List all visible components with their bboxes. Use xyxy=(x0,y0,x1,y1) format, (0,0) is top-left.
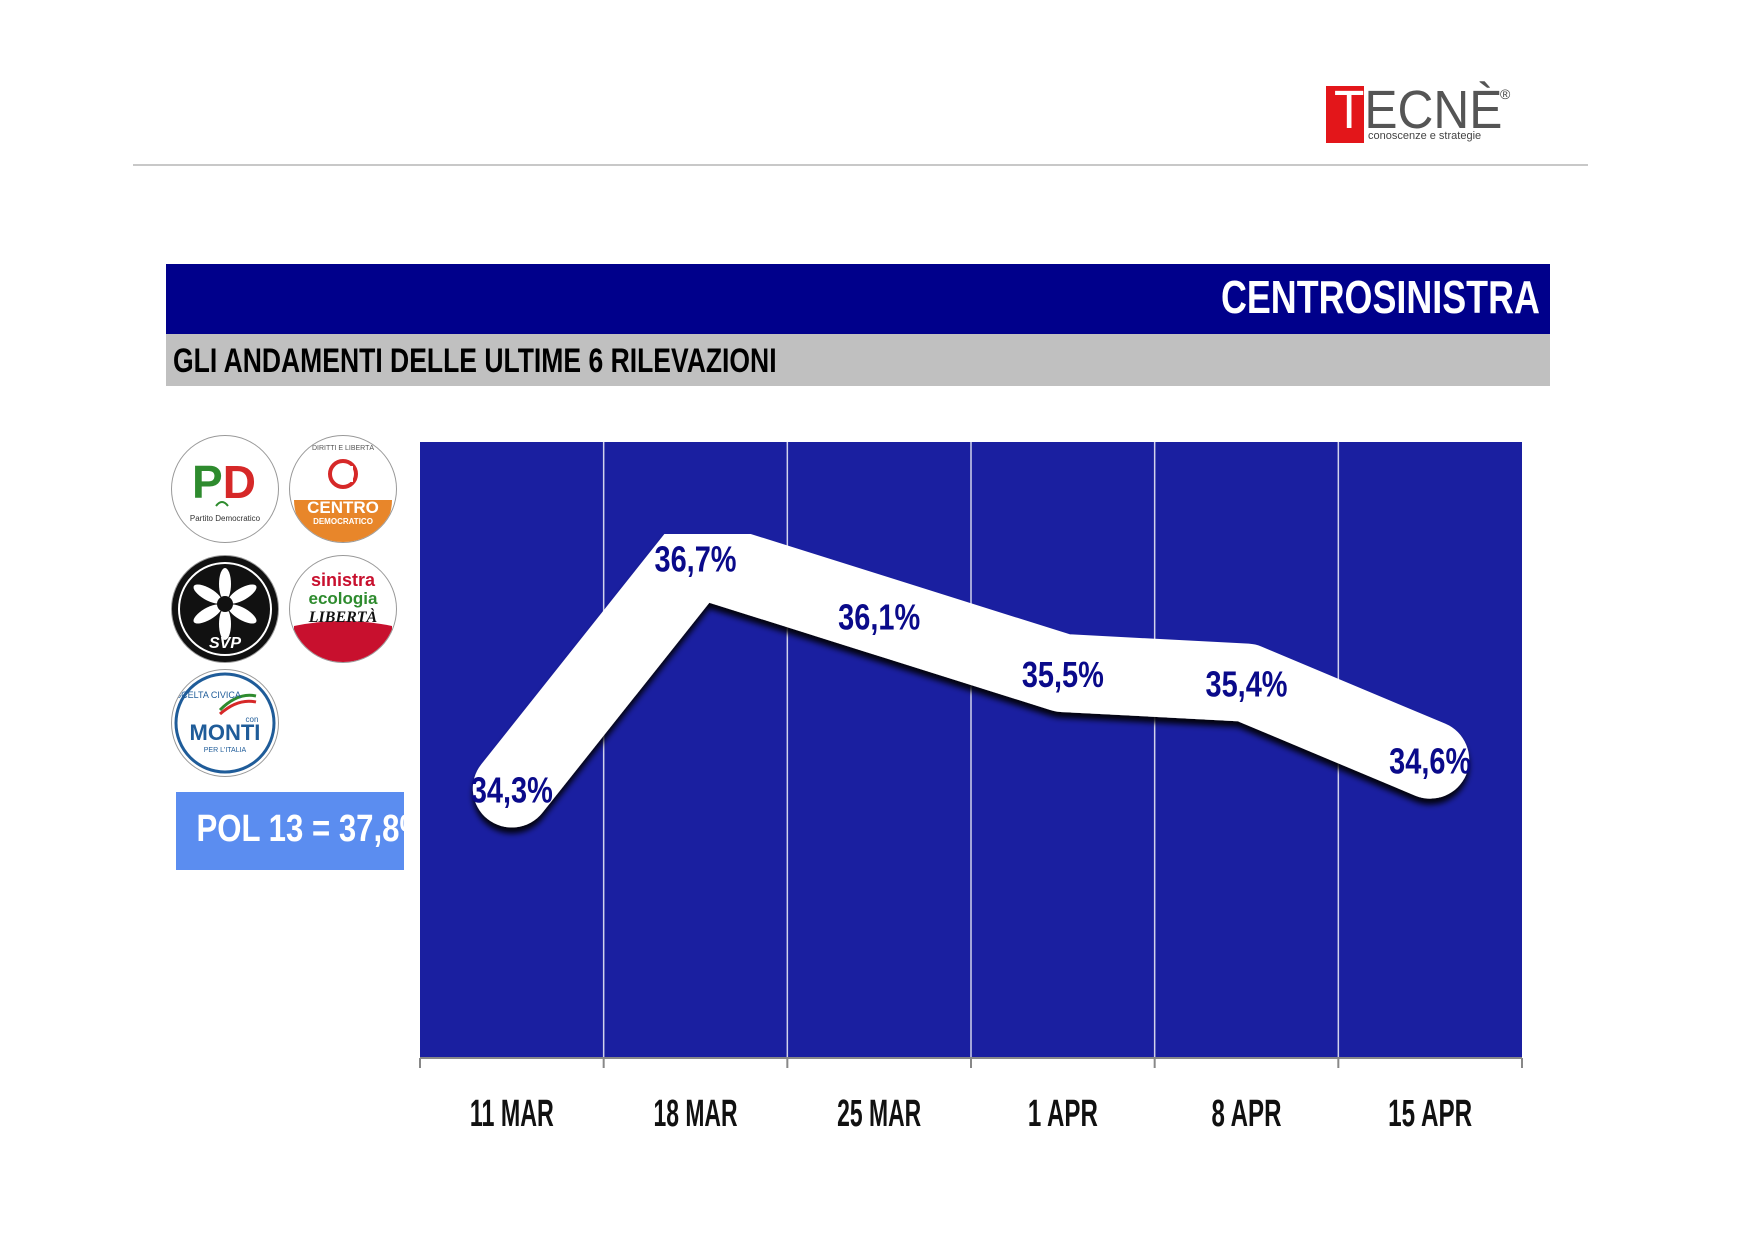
x-tick-label: 15 APR xyxy=(1388,1093,1472,1135)
data-point xyxy=(508,785,515,792)
title-bar: CENTROSINISTRA xyxy=(166,264,1550,334)
centro-democratico-logo: DIRITTI E LIBERTÀ CENTRO DEMOCRATICO xyxy=(290,436,396,542)
page-title: CENTROSINISTRA xyxy=(1221,271,1540,323)
data-label: 34,6% xyxy=(1389,741,1471,782)
logo-registered-mark: ® xyxy=(1500,86,1511,102)
centro-logo-sub-text: DEMOCRATICO xyxy=(313,517,373,526)
pol-box: POL 13 = 37,8% xyxy=(176,792,428,870)
centro-logo-main-text: CENTRO xyxy=(307,498,379,517)
x-tick-label: 25 MAR xyxy=(837,1093,921,1135)
scelta-civica-icon: SCELTA CIVICA con MONTI PER L'ITALIA xyxy=(174,672,276,774)
svp-logo-text: SVP xyxy=(209,635,241,652)
monti-logo-main: MONTI xyxy=(190,720,261,745)
svg-text:PD: PD xyxy=(192,456,256,508)
edelweiss-icon: SVP xyxy=(178,562,272,656)
data-point xyxy=(876,612,883,619)
data-point xyxy=(1427,756,1434,763)
x-tick-label: 11 MAR xyxy=(470,1093,554,1135)
data-label: 34,3% xyxy=(471,770,553,811)
logo-tagline: conoscenze e strategie xyxy=(1368,130,1482,142)
data-label: 35,5% xyxy=(1022,654,1104,695)
data-label: 35,4% xyxy=(1206,664,1288,705)
header-divider xyxy=(133,164,1588,166)
sel-logo-word3: LIBERTÀ xyxy=(308,607,378,626)
pd-logo-icon: PD Partito Democratico xyxy=(190,456,261,523)
sel-logo-word2: ecologia xyxy=(309,589,379,608)
logo-red-block xyxy=(1326,86,1364,143)
data-label: 36,1% xyxy=(838,596,920,637)
data-point xyxy=(1243,679,1250,686)
subtitle-bar: GLI ANDAMENTI DELLE ULTIME 6 RILEVAZIONI xyxy=(166,334,1550,386)
logo-wordmark: TECNÈ xyxy=(1334,80,1503,140)
scelta-civica-logo: SCELTA CIVICA con MONTI PER L'ITALIA xyxy=(172,670,278,776)
centro-democratico-icon: DIRITTI E LIBERTÀ CENTRO DEMOCRATICO xyxy=(294,443,392,542)
x-tick-label: 8 APR xyxy=(1212,1093,1282,1135)
svp-logo: SVP xyxy=(172,556,278,662)
trend-chart: 34,3% 36,7% 36,1% 35,5% 35,4% 34,6% 11 MAR 18 M… xyxy=(419,442,1523,1135)
pd-logo-caption: Partito Democratico xyxy=(190,514,261,523)
monti-logo-top: SCELTA CIVICA xyxy=(175,690,241,700)
pol-label: POL 13 = 37,8% xyxy=(196,808,428,850)
sel-logo: sinistra ecologia LIBERTÀ xyxy=(290,556,396,662)
pd-logo: PD Partito Democratico xyxy=(172,436,278,542)
series-line xyxy=(472,518,1470,828)
data-point xyxy=(692,554,699,561)
x-tick-label: 1 APR xyxy=(1028,1093,1098,1135)
x-tick-label: 18 MAR xyxy=(654,1093,738,1135)
data-point xyxy=(1059,670,1066,676)
data-label: 36,7% xyxy=(655,539,737,580)
monti-logo-sub: PER L'ITALIA xyxy=(204,747,247,754)
page-subtitle: GLI ANDAMENTI DELLE ULTIME 6 RILEVAZIONI xyxy=(173,342,777,380)
tecne-logo: TECNÈ ® conoscenze e strategie xyxy=(1326,80,1516,146)
sel-logo-word1: sinistra xyxy=(311,570,376,590)
centro-logo-top-text: DIRITTI E LIBERTÀ xyxy=(312,443,374,452)
monti-logo-con: con xyxy=(246,715,259,724)
sel-logo-icon: sinistra ecologia LIBERTÀ xyxy=(294,570,392,662)
